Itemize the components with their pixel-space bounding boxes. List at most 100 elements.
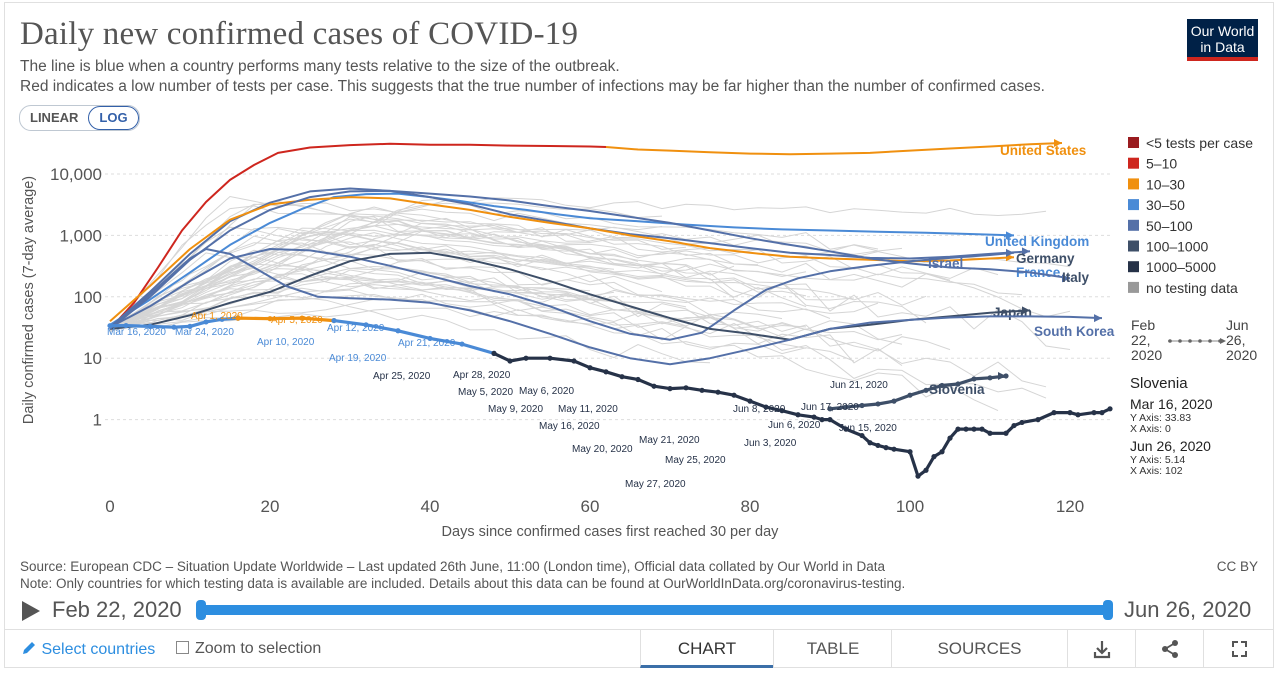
series-line-slovenia [109,316,239,329]
tooltip-end-y: Y Axis: 5.14 [1130,454,1185,466]
legend-swatch [1128,137,1139,148]
timeline-track[interactable] [200,605,1111,615]
slovenia-point [1091,410,1097,416]
owid-logo[interactable]: Our World in Data [1187,19,1258,61]
background-country-line [109,195,663,331]
slovenia-point [979,426,985,432]
date-annotation: Jun 21, 2020 [830,380,888,391]
series-arrow-icon [1022,306,1030,315]
slovenia-point [1019,419,1025,426]
fullscreen-button[interactable] [1203,630,1274,668]
tab-sources[interactable]: SOURCES [891,630,1067,668]
tooltip-start-y: Y Axis: 33.83 [1130,412,1191,424]
slovenia-point [1075,412,1081,418]
y-tick-label: 100 [74,288,102,307]
slovenia-point [1003,430,1009,436]
date-annotation: Apr 10, 2020 [257,337,315,348]
series-label-united-kingdom: United Kingdom [985,234,1089,249]
scale-toggle: LINEAR LOG [19,105,140,131]
slovenia-point [827,406,833,412]
timeline-end-handle[interactable] [1103,600,1113,620]
slovenia-point [971,376,977,382]
legend-label: <5 tests per case [1146,135,1253,151]
date-annotation: Jun 8, 2020 [733,404,786,415]
license-link[interactable]: CC BY [1216,559,1258,574]
timeline-start-handle[interactable] [196,600,206,620]
share-button[interactable] [1135,630,1204,668]
slovenia-point [267,316,273,322]
series-arrow-icon [1006,231,1014,240]
date-annotation: May 27, 2020 [625,479,686,490]
slovenia-point [587,365,593,371]
range-start-label: 22, [1131,332,1150,348]
slovenia-point [971,426,977,432]
linear-scale-button[interactable]: LINEAR [30,110,79,125]
slovenia-point [1035,417,1041,423]
slovenia-point [747,398,753,404]
tab-table[interactable]: TABLE [773,630,892,668]
slovenia-point [843,404,849,410]
slovenia-point [891,398,897,404]
legend-swatch [1128,281,1139,293]
x-tick-label: 40 [421,497,440,516]
background-country-line [109,206,1071,328]
range-dot [1178,339,1182,343]
slovenia-point [507,358,513,364]
range-dot [1198,339,1202,343]
tooltip-start-date: Mar 16, 2020 [1130,396,1213,412]
series-label-south-korea: South Korea [1034,324,1115,339]
background-country-line [109,223,879,327]
slovenia-point [987,375,993,381]
slovenia-point [931,454,937,460]
background-country-line [109,203,855,333]
background-country-line [109,225,807,329]
date-annotation: Mar 24, 2020 [175,327,234,338]
background-country-line [109,269,951,352]
play-icon[interactable] [22,601,40,621]
legend-swatch [1128,240,1139,252]
date-annotation: Apr 21, 2020 [398,338,456,349]
tab-chart[interactable]: CHART [640,630,773,668]
slovenia-point [811,414,817,420]
date-annotation: Jun 17, 2020 [801,402,859,413]
slovenia-point [571,358,577,364]
slovenia-point [859,432,865,439]
pencil-icon [23,642,35,654]
slovenia-point [299,315,305,321]
series-label-israel: Israel [928,256,963,271]
slovenia-point [731,392,737,398]
date-annotation: Apr 5, 2020 [271,315,323,326]
y-tick-label: 10,000 [50,165,102,184]
tooltip-end-x: X Axis: 102 [1130,465,1183,477]
x-axis-label: Days since confirmed cases first reached… [442,524,780,540]
series-arrow-icon [1094,314,1102,323]
date-annotation: May 6, 2020 [519,386,574,397]
zoom-to-selection-checkbox[interactable]: Zoom to selection [176,640,321,658]
select-countries-button[interactable]: Select countries [21,640,155,659]
logo-line-1: Our World [1190,23,1255,39]
legend-label: no testing data [1146,280,1238,296]
date-annotation: Apr 25, 2020 [373,371,431,382]
slovenia-point [1099,410,1105,416]
slovenia-point [203,319,209,325]
slovenia-point [147,323,153,329]
series-line-slovenia [237,316,335,323]
slovenia-point [795,412,801,418]
slovenia-point [907,449,913,455]
slovenia-point [939,449,945,455]
legend-label: 30–50 [1146,197,1185,213]
series-label-slovenia: Slovenia [929,382,985,397]
background-country-line [109,222,687,330]
slovenia-point [963,426,969,432]
background-country-line [109,226,783,328]
slovenia-point [923,467,929,473]
slovenia-point [875,401,881,407]
background-country-line [109,287,903,341]
date-annotation: Apr 1, 2020 [191,311,243,322]
legend-swatch [1128,219,1139,231]
source-text: Source: European CDC – Situation Update … [20,559,886,574]
log-scale-button[interactable]: LOG [88,106,139,130]
download-button[interactable] [1067,630,1136,668]
date-annotation: Apr 19, 2020 [329,353,387,364]
chart-subtitle-line-1: The line is blue when a country performs… [20,58,620,75]
